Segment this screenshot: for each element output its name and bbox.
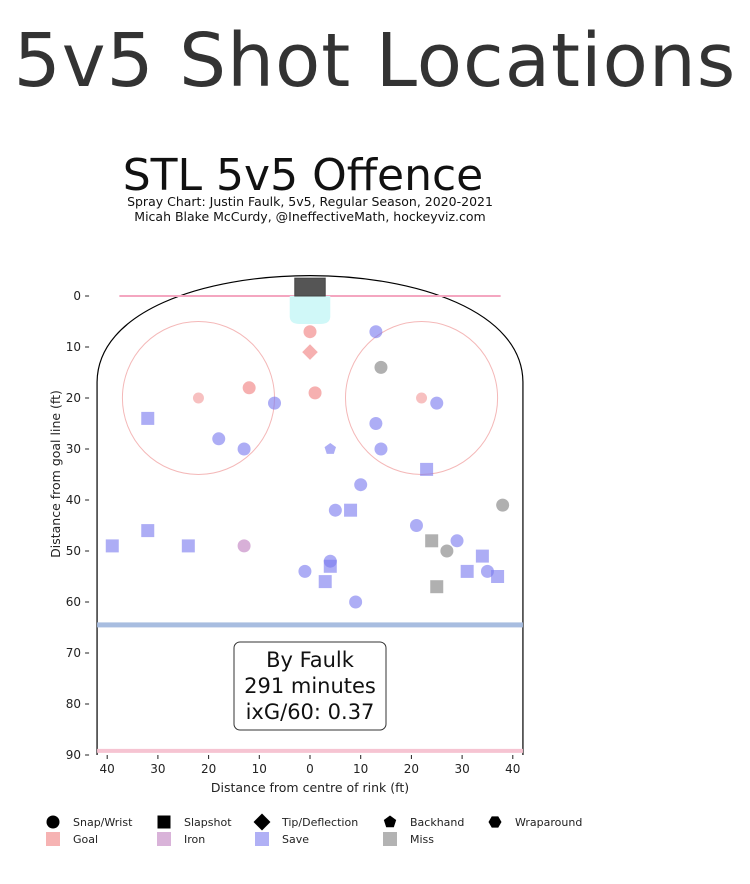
shot-point xyxy=(181,539,195,553)
legend-result-label: Goal xyxy=(73,833,98,846)
x-tick-label: 10 xyxy=(252,762,267,776)
legend-result-swatch xyxy=(157,832,171,846)
chart-subtitle-line-2: Micah Blake McCurdy, @IneffectiveMath, h… xyxy=(134,209,485,224)
shot-point xyxy=(430,580,444,594)
chart-title: STL 5v5 Offence xyxy=(123,150,484,201)
annotation-line-1: By Faulk xyxy=(266,648,355,672)
legend-shot-marker xyxy=(157,815,171,829)
shot-point xyxy=(491,570,505,583)
legend-shot-marker xyxy=(383,815,397,828)
rink-layer xyxy=(96,275,524,755)
y-tick-label: 90 xyxy=(66,748,81,762)
y-axis-label: Distance from goal line (ft) xyxy=(48,390,63,558)
chart-subtitle-line-1: Spray Chart: Justin Faulk, 5v5, Regular … xyxy=(127,194,493,209)
annotation-line-3: ixG/60: 0.37 xyxy=(246,700,375,724)
shot-point xyxy=(369,417,383,430)
blue-line xyxy=(97,622,523,628)
x-tick-label: 40 xyxy=(100,762,115,776)
legend-shot-label: Wraparound xyxy=(515,816,582,829)
shot-point xyxy=(425,534,439,548)
shot-point xyxy=(303,325,317,339)
boards xyxy=(96,275,524,755)
legend-result-swatch xyxy=(46,832,60,846)
legend-shot-marker xyxy=(46,815,60,829)
x-tick-label: 0 xyxy=(306,762,314,776)
shot-point xyxy=(480,564,494,578)
x-tick-label: 20 xyxy=(404,762,419,776)
shot-point xyxy=(268,396,282,410)
legend-result-label: Iron xyxy=(184,833,205,846)
x-tick-label: 30 xyxy=(150,762,165,776)
y-tick-label: 10 xyxy=(66,340,81,354)
page-title: 5v5 Shot Locations xyxy=(13,18,737,104)
shot-point xyxy=(420,462,434,476)
shot-point xyxy=(302,344,318,360)
y-tick-label: 70 xyxy=(66,646,81,660)
shot-point xyxy=(475,549,489,563)
shot-point xyxy=(374,360,388,374)
legend-shot-marker xyxy=(253,813,271,831)
legend-shot-marker xyxy=(488,816,502,828)
x-axis-label: Distance from centre of rink (ft) xyxy=(211,780,409,795)
y-tick-label: 40 xyxy=(66,493,81,507)
legend-shot-label: Tip/Deflection xyxy=(281,816,358,829)
shot-point xyxy=(349,595,363,609)
legend-result-swatch xyxy=(383,832,397,846)
legend-shot-label: Snap/Wrist xyxy=(73,816,133,829)
x-tick-label: 10 xyxy=(353,762,368,776)
y-tick-label: 0 xyxy=(73,289,81,303)
shot-point xyxy=(212,432,226,446)
shot-point xyxy=(354,478,368,492)
shot-point xyxy=(323,559,337,573)
shot-point xyxy=(237,539,251,553)
y-tick-label: 60 xyxy=(66,595,81,609)
annotation-frame xyxy=(233,641,387,731)
shot-point xyxy=(374,442,388,456)
left-faceoff-dot xyxy=(192,392,204,404)
y-tick-label: 80 xyxy=(66,697,81,711)
x-tick-label: 30 xyxy=(454,762,469,776)
y-tick-label: 50 xyxy=(66,544,81,558)
axes-layer: 40 30 20 10 0 10 20 30 40 0 10 20 30 40 50 60 70 80 90 xyxy=(66,289,521,776)
shot-point xyxy=(141,524,155,538)
legend-shot-label: Backhand xyxy=(410,816,464,829)
shot-point xyxy=(344,503,358,517)
right-faceoff-dot xyxy=(416,392,428,404)
shot-point xyxy=(242,381,256,395)
legend-result-label: Miss xyxy=(410,833,434,846)
y-tick-label: 30 xyxy=(66,442,81,456)
shot-point xyxy=(105,539,119,553)
shot-point xyxy=(496,498,510,512)
shot-point xyxy=(328,503,342,517)
y-tick-label: 20 xyxy=(66,391,81,405)
centre-line xyxy=(97,748,523,753)
shot-point xyxy=(450,534,464,548)
shot-point xyxy=(298,564,312,578)
shots-layer xyxy=(105,325,510,609)
goal-crease xyxy=(289,296,331,325)
shot-point xyxy=(324,443,336,454)
x-tick-label: 40 xyxy=(505,762,520,776)
shot-point xyxy=(369,325,383,339)
shot-point xyxy=(237,442,251,456)
annotation-line-2: 291 minutes xyxy=(244,674,376,698)
legend-result-swatch xyxy=(255,832,269,846)
legend-result-label: Save xyxy=(282,833,309,846)
shot-point xyxy=(141,411,155,425)
legend-shot-label: Slapshot xyxy=(184,816,232,829)
annotation-box: By Faulk 291 minutes ixG/60: 0.37 xyxy=(233,641,387,731)
shot-point xyxy=(308,386,322,400)
shot-point xyxy=(440,544,454,558)
goal-net xyxy=(294,277,326,297)
shot-point xyxy=(460,564,474,578)
shot-point xyxy=(318,575,332,589)
shot-point xyxy=(430,396,444,410)
shot-point xyxy=(409,519,423,532)
legend: Snap/Wrist Slapshot Tip/Deflection Backhand… xyxy=(46,813,582,846)
x-tick-label: 20 xyxy=(201,762,216,776)
